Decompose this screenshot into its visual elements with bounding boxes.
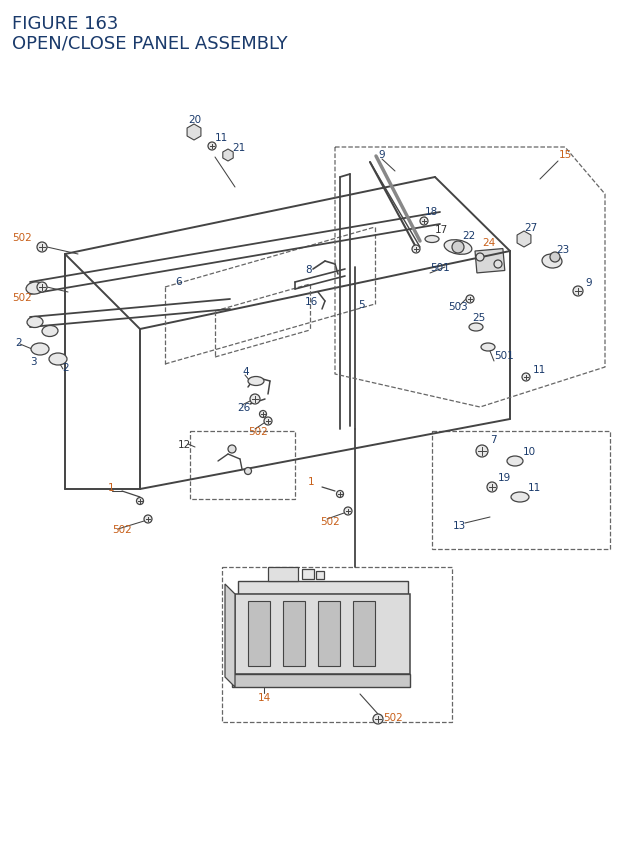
Text: 16: 16 (305, 297, 318, 307)
Text: 502: 502 (12, 232, 32, 243)
Text: 502: 502 (12, 293, 32, 303)
Bar (475, 250, 505, 274)
Bar (222, 567, 452, 722)
Text: 501: 501 (430, 263, 450, 273)
Circle shape (228, 445, 236, 454)
Text: 11: 11 (533, 364, 547, 375)
Ellipse shape (511, 492, 529, 503)
Ellipse shape (425, 236, 439, 243)
Circle shape (476, 254, 484, 262)
Circle shape (259, 411, 266, 418)
Polygon shape (223, 150, 233, 162)
Ellipse shape (49, 354, 67, 366)
Circle shape (264, 418, 272, 425)
Circle shape (37, 243, 47, 253)
Circle shape (522, 374, 530, 381)
Ellipse shape (444, 240, 472, 255)
Bar (238, 581, 408, 594)
Text: 1: 1 (308, 476, 315, 486)
Ellipse shape (542, 255, 562, 269)
Polygon shape (225, 585, 235, 687)
Bar (432, 431, 610, 549)
Bar (190, 431, 295, 499)
Text: 26: 26 (237, 403, 250, 412)
Text: 7: 7 (490, 435, 497, 444)
Ellipse shape (248, 377, 264, 386)
Circle shape (337, 491, 344, 498)
Text: 5: 5 (358, 300, 365, 310)
Circle shape (37, 282, 47, 293)
Text: 13: 13 (453, 520, 467, 530)
Ellipse shape (481, 344, 495, 351)
Circle shape (476, 445, 488, 457)
Bar (232, 674, 410, 687)
Circle shape (573, 287, 583, 297)
Circle shape (344, 507, 352, 516)
Ellipse shape (27, 317, 43, 328)
Text: 20: 20 (188, 115, 201, 125)
Polygon shape (187, 125, 201, 141)
Polygon shape (517, 232, 531, 248)
Text: 25: 25 (472, 313, 485, 323)
Text: 2: 2 (62, 362, 68, 373)
Text: 501: 501 (494, 350, 514, 361)
Bar (235, 594, 410, 674)
Text: 23: 23 (556, 245, 569, 255)
Text: 18: 18 (425, 207, 438, 217)
Text: 8: 8 (305, 264, 312, 275)
Circle shape (550, 253, 560, 263)
Text: 9: 9 (378, 150, 385, 160)
Circle shape (487, 482, 497, 492)
Text: 502: 502 (320, 517, 340, 526)
Text: 503: 503 (448, 301, 468, 312)
Circle shape (452, 242, 464, 254)
Text: 19: 19 (498, 473, 511, 482)
Text: OPEN/CLOSE PANEL ASSEMBLY: OPEN/CLOSE PANEL ASSEMBLY (12, 34, 287, 52)
Text: 17: 17 (435, 225, 448, 235)
Text: 14: 14 (258, 692, 271, 703)
Text: 2: 2 (15, 338, 22, 348)
Bar (248, 601, 270, 666)
Text: 21: 21 (232, 143, 245, 152)
Ellipse shape (507, 456, 523, 467)
Ellipse shape (31, 344, 49, 356)
Bar (318, 601, 340, 666)
Text: 10: 10 (523, 447, 536, 456)
Circle shape (373, 714, 383, 724)
Circle shape (494, 261, 502, 269)
Circle shape (420, 218, 428, 226)
Bar (302, 569, 314, 579)
Text: 15: 15 (559, 150, 572, 160)
Text: FIGURE 163: FIGURE 163 (12, 15, 118, 33)
Text: 27: 27 (524, 223, 537, 232)
Circle shape (466, 295, 474, 304)
Bar (316, 572, 324, 579)
Text: 11: 11 (528, 482, 541, 492)
Circle shape (136, 498, 143, 505)
Circle shape (208, 143, 216, 151)
Circle shape (250, 394, 260, 405)
Circle shape (412, 245, 420, 254)
Text: 502: 502 (112, 524, 132, 535)
Ellipse shape (469, 324, 483, 331)
Circle shape (244, 468, 252, 475)
Text: 11: 11 (215, 133, 228, 143)
Text: 22: 22 (462, 231, 476, 241)
Bar (283, 601, 305, 666)
Text: 3: 3 (30, 356, 36, 367)
Ellipse shape (26, 282, 44, 294)
Text: 4: 4 (242, 367, 248, 376)
Text: 502: 502 (248, 426, 268, 437)
Ellipse shape (42, 326, 58, 338)
Text: 9: 9 (585, 278, 591, 288)
Text: 12: 12 (178, 439, 191, 449)
Circle shape (144, 516, 152, 523)
Bar (268, 567, 298, 581)
Text: 24: 24 (482, 238, 495, 248)
Bar (353, 601, 375, 666)
Text: 502: 502 (383, 712, 403, 722)
Text: 6: 6 (175, 276, 182, 287)
Text: 1: 1 (108, 482, 115, 492)
